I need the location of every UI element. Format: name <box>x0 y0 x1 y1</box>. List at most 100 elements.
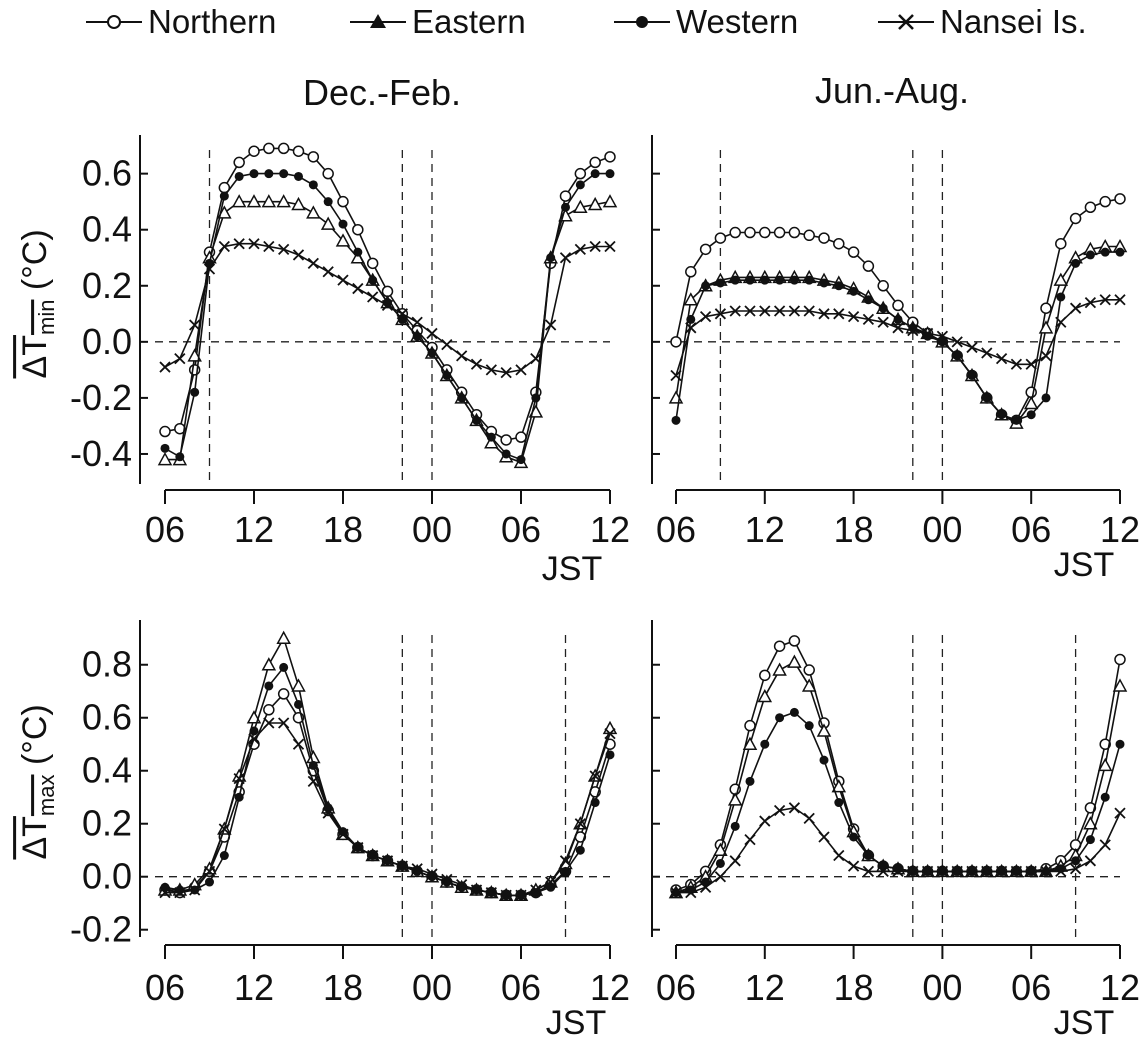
data-point <box>575 180 585 190</box>
data-point <box>515 889 527 901</box>
data-point <box>219 851 229 861</box>
data-point <box>1069 863 1082 875</box>
data-point <box>1038 320 1054 334</box>
data-point <box>730 821 740 831</box>
x-tick-label: 06 <box>145 967 185 1008</box>
data-point <box>834 798 844 808</box>
data-point <box>893 314 903 324</box>
data-point <box>833 308 845 320</box>
data-point <box>486 432 496 442</box>
data-point <box>773 640 786 652</box>
x-tick-label: 18 <box>834 509 874 550</box>
data-point <box>500 889 512 901</box>
data-point <box>516 455 526 465</box>
data-point <box>190 387 200 397</box>
data-point <box>788 635 801 647</box>
data-point <box>306 205 321 219</box>
data-point <box>701 281 711 291</box>
data-point <box>849 832 859 842</box>
data-point <box>1025 358 1037 370</box>
data-point <box>279 662 289 672</box>
data-point <box>788 305 801 317</box>
data-point <box>292 249 305 261</box>
data-point <box>892 299 904 312</box>
data-point <box>322 266 334 278</box>
data-point <box>847 860 860 872</box>
series-line <box>675 639 1121 891</box>
legend-item-eastern: Eastern <box>346 2 526 42</box>
x-tick-label: 18 <box>834 967 874 1008</box>
data-point <box>203 263 216 275</box>
data-point <box>263 704 275 716</box>
data-point <box>396 860 408 872</box>
data-point <box>160 443 170 453</box>
data-point <box>189 884 201 896</box>
data-point <box>1084 855 1097 867</box>
data-point <box>713 842 728 856</box>
x-tick-label: 06 <box>501 967 541 1008</box>
data-point <box>337 274 349 286</box>
data-point <box>863 851 873 861</box>
data-point <box>745 776 755 786</box>
data-point <box>515 364 527 376</box>
x-tick-label: 06 <box>501 509 541 550</box>
data-point <box>278 243 290 255</box>
data-point <box>159 425 171 438</box>
data-point <box>218 823 230 835</box>
data-point <box>699 310 712 323</box>
data-point <box>1084 802 1097 814</box>
series-line <box>165 722 611 897</box>
data-point <box>1056 292 1066 302</box>
y-tick-label: -0.2 <box>70 377 132 418</box>
data-point <box>175 452 185 462</box>
data-point <box>671 415 681 425</box>
data-point <box>670 369 682 382</box>
data-point <box>833 237 845 250</box>
data-point <box>174 353 186 365</box>
x-axis-unit-label: JST <box>1054 1004 1114 1040</box>
data-point <box>338 219 348 229</box>
data-point <box>233 238 245 250</box>
series-eastern <box>668 238 1128 429</box>
data-point <box>589 770 601 782</box>
data-point <box>500 434 512 446</box>
data-point <box>1114 653 1126 666</box>
data-point <box>575 845 585 855</box>
data-point <box>744 833 756 846</box>
x-tick-label: 06 <box>145 509 185 550</box>
data-point <box>307 775 319 787</box>
data-point <box>426 868 438 880</box>
data-point <box>760 275 770 285</box>
data-point <box>530 884 542 896</box>
data-point <box>1053 272 1069 286</box>
data-point <box>441 339 453 351</box>
legend-label: Eastern <box>412 3 526 40</box>
x-tick-label: 18 <box>323 967 363 1008</box>
data-point <box>589 240 601 253</box>
data-point <box>248 238 260 250</box>
data-point <box>1099 839 1111 851</box>
data-point <box>203 865 216 878</box>
series-western <box>671 247 1125 425</box>
data-point <box>744 305 756 317</box>
x-tick-label: 06 <box>1011 509 1051 550</box>
data-point <box>352 841 364 854</box>
x-tick-label: 06 <box>656 967 696 1008</box>
data-point <box>686 314 696 324</box>
y-tick-label: 0.0 <box>82 856 132 897</box>
data-point <box>338 827 348 837</box>
data-point <box>878 303 888 313</box>
data-point <box>803 305 815 317</box>
data-point <box>1114 807 1126 819</box>
data-point <box>742 736 758 750</box>
data-point <box>715 858 725 868</box>
data-point <box>456 879 468 891</box>
data-point <box>951 865 963 878</box>
x-tick-label: 12 <box>234 509 274 550</box>
data-point <box>291 196 306 211</box>
data-point <box>602 720 618 735</box>
data-point <box>773 804 786 817</box>
data-point <box>1026 410 1036 420</box>
series-nansei-is <box>670 294 1126 382</box>
data-point <box>1114 193 1126 205</box>
